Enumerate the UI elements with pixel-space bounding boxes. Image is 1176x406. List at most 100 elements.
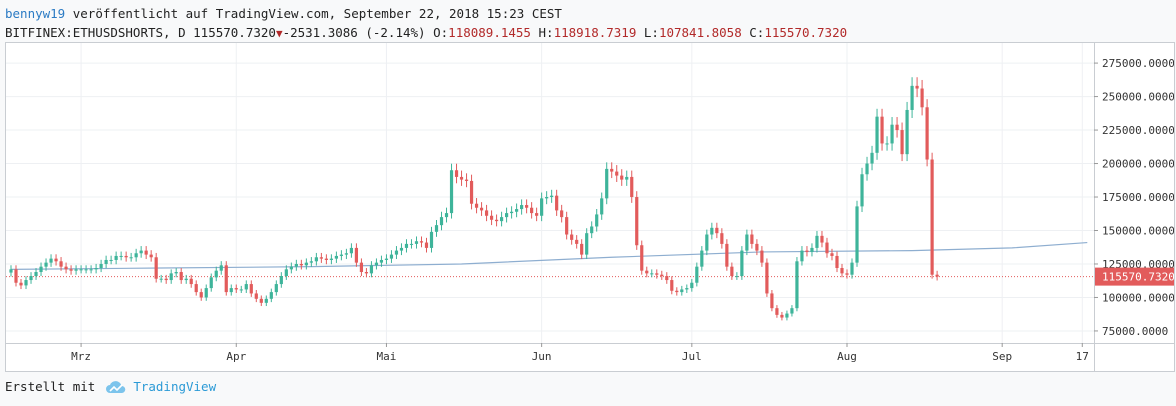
candle-body (319, 257, 323, 259)
candle-body (109, 259, 113, 261)
candle-body (44, 262, 48, 267)
candle-body (184, 278, 188, 281)
candle-body (269, 292, 273, 299)
candle-body (19, 282, 23, 286)
candle-body (805, 250, 809, 252)
moving-average-line (10, 241, 1088, 270)
candle-body (369, 265, 374, 274)
candle-body (610, 168, 614, 172)
candle-body (419, 241, 424, 243)
candle-body (845, 273, 849, 275)
candle-body (94, 268, 98, 270)
x-tick-label: Jul (682, 350, 702, 363)
candle-body (259, 298, 263, 303)
candle-body (399, 247, 404, 251)
candle-body (124, 255, 128, 258)
candle-body (59, 261, 63, 267)
published-text: veröffentlicht auf TradingView.com, Sept… (72, 6, 562, 21)
candle-body (9, 269, 13, 273)
author-link[interactable]: bennyw19 (5, 6, 66, 21)
candle-body (64, 266, 68, 270)
low-label: L: (643, 25, 659, 40)
y-tick-label: 200000.0000 (1102, 158, 1174, 171)
candle-body (875, 116, 879, 153)
candle-body (740, 250, 744, 277)
candle-body (394, 250, 399, 255)
y-tick-label: 150000.0000 (1102, 225, 1174, 238)
candle-body (134, 253, 138, 258)
candle-body (620, 175, 624, 180)
candle-body (790, 308, 794, 314)
candle-body (905, 109, 909, 155)
candle-body (199, 292, 203, 298)
candle-body (525, 205, 529, 208)
candle-body (189, 278, 193, 285)
candle-body (570, 234, 574, 240)
x-tick-label: Apr (226, 350, 246, 363)
candle-body (84, 269, 88, 271)
candle-body (840, 268, 844, 274)
candle-body (414, 241, 419, 244)
candle-body (735, 276, 739, 278)
candle-body (384, 258, 389, 260)
candle-body (830, 253, 834, 256)
candle-body (224, 265, 228, 293)
candle-body (920, 88, 924, 108)
candle-body (590, 226, 594, 234)
candlestick-chart[interactable]: 275000.0000 250000.0000 225000.0000 200000.… (6, 43, 1174, 371)
candle-body (860, 174, 864, 207)
candle-body (289, 266, 293, 270)
y-tick-label: 275000.0000 (1102, 57, 1174, 70)
candle-body (755, 243, 759, 251)
x-tick-label: Aug (837, 350, 857, 363)
candle-body (900, 130, 904, 155)
candle-body (795, 261, 799, 309)
candle-body (700, 250, 704, 267)
tradingview-cloud-icon[interactable] (105, 380, 127, 394)
candle-body (815, 235, 819, 248)
candle-body (890, 124, 894, 144)
candle-body (695, 266, 699, 283)
candle-body (540, 198, 544, 216)
candle-body (104, 259, 108, 264)
low-value: 107841.8058 (658, 25, 742, 40)
candle-body (479, 207, 484, 211)
candle-body (820, 235, 824, 243)
candle-body (855, 206, 859, 263)
candle-body (720, 233, 724, 244)
candle-body (580, 243, 584, 255)
candle-body (550, 195, 554, 198)
candle-body (209, 277, 213, 289)
x-tick-label: Sep (992, 350, 1012, 363)
candle-body (850, 262, 854, 275)
candle-body (685, 288, 689, 290)
candle-body (429, 231, 434, 248)
candle-body (89, 269, 93, 271)
candle-body (825, 242, 829, 254)
candle-body (660, 274, 664, 277)
tradingview-link[interactable]: TradingView (133, 379, 217, 394)
last-value: 115570.7320 (193, 25, 276, 40)
candle-body (424, 242, 429, 248)
candle-body (364, 272, 369, 274)
chart-area[interactable]: 275000.0000 250000.0000 225000.0000 200000.… (5, 42, 1175, 372)
candle-body (600, 198, 604, 215)
change-value: -2531.3086 (-2.14%) (282, 25, 426, 40)
candle-body (294, 263, 298, 267)
candle-body (760, 250, 764, 263)
candle-body (309, 261, 313, 263)
candle-body (409, 243, 414, 245)
candle-body (179, 272, 183, 281)
y-tick-label: 100000.0000 (1102, 291, 1174, 304)
candle-body (745, 234, 749, 251)
candle-body (139, 250, 143, 254)
candle-body (239, 289, 243, 291)
close-label: C: (749, 25, 765, 40)
open-label: O: (433, 25, 449, 40)
candle-body (154, 257, 158, 279)
candle-body (555, 195, 559, 211)
candle-body (79, 269, 83, 271)
candle-body (39, 266, 43, 273)
candle-body (444, 213, 449, 218)
candle-body (219, 265, 223, 271)
